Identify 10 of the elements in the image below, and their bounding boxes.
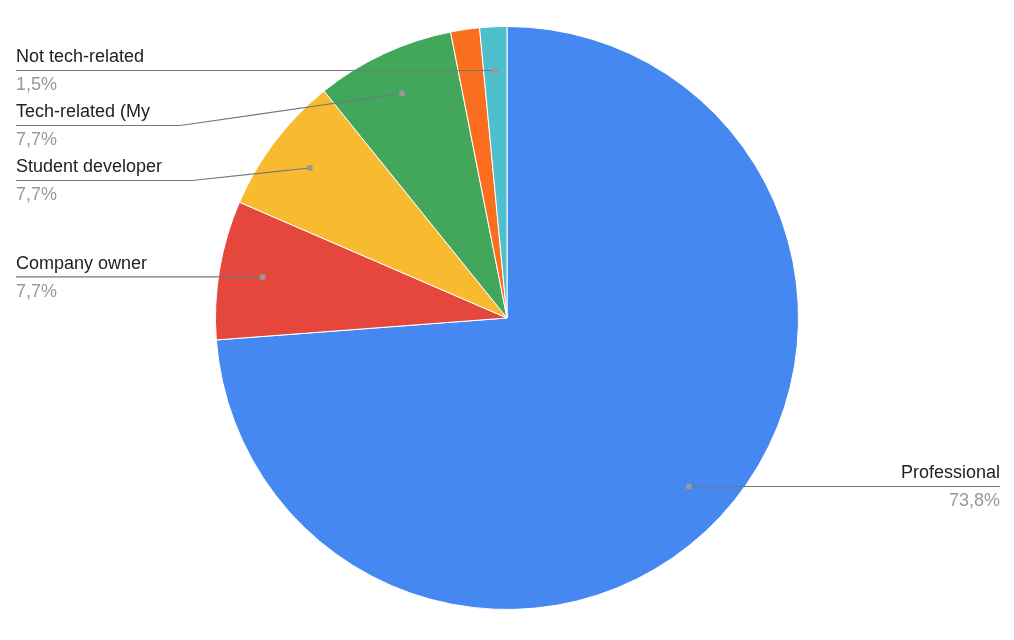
slice-label: Professional — [900, 462, 1000, 483]
data-label: 7,7% — [16, 184, 58, 205]
data-label: 7,7% — [16, 280, 58, 301]
slice-label: Tech-related (My — [16, 101, 151, 122]
data-label: 7,7% — [16, 129, 58, 150]
slice-label: Student developer — [16, 156, 163, 177]
data-label: 1,5% — [16, 74, 58, 95]
slice-label: Not tech-related — [16, 46, 145, 67]
data-label: 73,8% — [948, 490, 1000, 511]
slice-label: Company owner — [16, 252, 148, 273]
